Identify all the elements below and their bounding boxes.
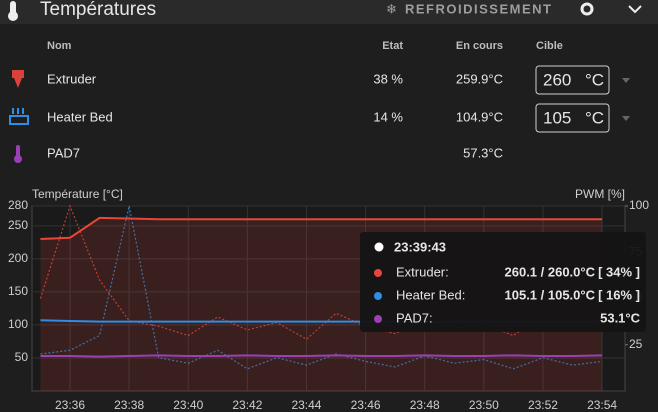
legend-dot [374, 315, 382, 323]
dropdown-arrow [622, 116, 630, 121]
x-tick-label: 23:44 [291, 398, 321, 412]
column-header: Etat [382, 40, 403, 52]
y-tick-label: 280 [8, 198, 28, 212]
tooltip: 23:39:43 Extruder: 260.1 / 260.0°C [ 34%… [360, 232, 646, 332]
collapse-icon[interactable] [628, 5, 642, 14]
extruder-icon [12, 70, 24, 88]
x-tick-label: 23:42 [232, 398, 262, 412]
sensor-icon [14, 145, 22, 163]
y-tick-label: 50 [15, 350, 29, 364]
target-value: 105 [543, 108, 571, 127]
row-state: 14 % [373, 109, 403, 124]
y2-axis-label: PWM [%] [575, 187, 625, 201]
settings-icon[interactable] [580, 2, 594, 16]
x-tick-label: 23:48 [410, 398, 440, 412]
snow-icon: ❄ [386, 1, 397, 16]
legend-dot [374, 269, 382, 277]
y-tick-label: 100 [8, 317, 28, 331]
row-state: 38 % [373, 71, 403, 86]
column-header: Nom [47, 40, 72, 52]
x-tick-label: 23:50 [469, 398, 499, 412]
x-tick-label: 23:38 [114, 398, 144, 412]
tooltip-name: Extruder: [396, 264, 449, 279]
row-name: PAD7 [47, 145, 80, 160]
dropdown-arrow [622, 78, 630, 83]
pwm-line [40, 205, 603, 370]
target-value: 260 [543, 70, 571, 89]
temperature-line [40, 216, 603, 241]
legend-dot [374, 292, 382, 300]
y-tick-label: 250 [8, 218, 28, 232]
x-tick-label: 23:52 [528, 398, 558, 412]
row-name: Heater Bed [47, 109, 113, 124]
tooltip-name: Heater Bed: [396, 287, 465, 302]
tooltip-time: 23:39:43 [394, 239, 446, 254]
row-current: 57.3°C [463, 145, 503, 160]
panel-title: Températures [40, 0, 156, 20]
x-tick-label: 23:46 [351, 398, 381, 412]
y-tick-label: 200 [8, 251, 28, 265]
target-input[interactable] [535, 103, 610, 133]
y2-tick-label: 100 [629, 198, 649, 212]
x-tick-label: 23:36 [55, 398, 85, 412]
row-current: 259.9°C [456, 71, 503, 86]
x-tick-label: 23:40 [173, 398, 203, 412]
cooldown-button[interactable]: REFROIDISSEMENT [405, 1, 552, 16]
tooltip-value: 53.1°C [600, 310, 641, 325]
thermometer-icon [8, 1, 18, 21]
y2-tick-label: 25 [629, 337, 643, 351]
target-input[interactable] [535, 65, 610, 95]
column-header: Cible [536, 40, 563, 52]
header-bar [0, 0, 658, 24]
tooltip-value: 105.1 / 105.0°C [505, 287, 596, 302]
column-header: En cours [456, 40, 503, 52]
target-unit: °C [585, 108, 604, 127]
tooltip-value: 260.1 / 260.0°C [505, 264, 596, 279]
tooltip-name: PAD7: [396, 310, 433, 325]
tooltip-pwm: [ 34% ] [598, 264, 640, 279]
bed-icon [9, 108, 29, 125]
y-axis-label: Température [°C] [32, 187, 123, 201]
y-tick-label: 150 [8, 284, 28, 298]
temperature-line [40, 354, 603, 358]
row-name: Extruder [47, 71, 97, 86]
clock-icon [374, 242, 384, 252]
row-current: 104.9°C [456, 109, 503, 124]
tooltip-pwm: [ 16% ] [598, 287, 640, 302]
target-unit: °C [585, 70, 604, 89]
x-tick-label: 23:54 [587, 398, 617, 412]
